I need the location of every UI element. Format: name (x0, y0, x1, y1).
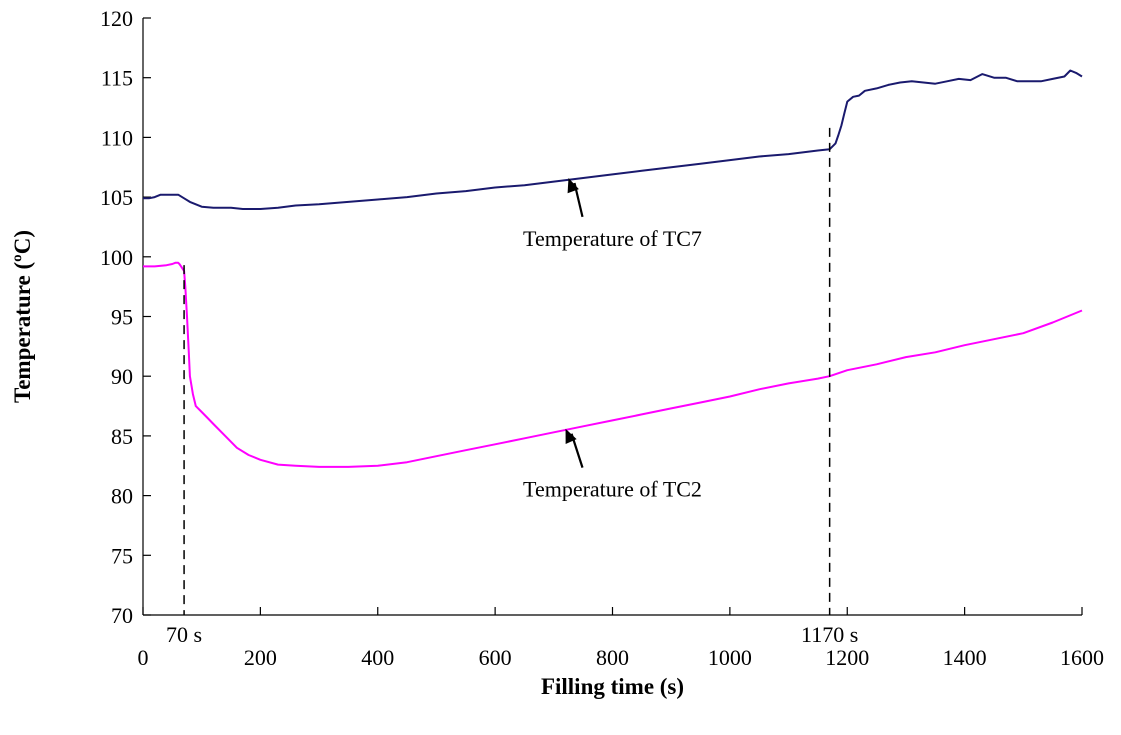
annotation-arrowhead-1 (567, 177, 579, 194)
axes (142, 18, 1082, 616)
y-tick-label: 105 (100, 185, 133, 210)
annotation-label-2: Temperature of TC2 (523, 477, 702, 502)
marker-label-2: 1170 s (801, 622, 858, 647)
x-tick-label: 1600 (1060, 645, 1104, 670)
x-tick-label: 0 (138, 645, 149, 670)
x-tick-label: 200 (244, 645, 277, 670)
series-line-2 (143, 261, 1083, 468)
y-tick-label: 90 (111, 364, 133, 389)
y-tick-label: 85 (111, 424, 133, 449)
y-tick-label: 120 (100, 6, 133, 31)
x-axis-label: Filling time (s) (541, 674, 684, 699)
annotation-label-1: Temperature of TC7 (523, 226, 702, 251)
x-tick-label: 400 (361, 645, 394, 670)
annotation-layer: Temperature of TC7 Temperature of TC2 (523, 177, 702, 502)
y-axis-label: Temperature (ºC) (10, 230, 35, 403)
series-line-1 (143, 69, 1083, 210)
x-tick-label: 600 (479, 645, 512, 670)
annotation-arrowhead-2 (565, 428, 577, 444)
marker-layer: 70 s 1170 s (166, 127, 858, 647)
series-layer (143, 69, 1083, 468)
y-tick-label: 80 (111, 484, 133, 509)
x-tick-label: 1200 (825, 645, 869, 670)
x-tick-label: 1400 (943, 645, 987, 670)
marker-label-1: 70 s (166, 622, 202, 647)
y-tick-label: 95 (111, 305, 133, 330)
y-tick-label: 100 (100, 245, 133, 270)
x-tick-label: 1000 (708, 645, 752, 670)
y-tick-label: 70 (111, 603, 133, 628)
y-tick-label: 110 (101, 125, 133, 150)
y-tick-label: 75 (111, 543, 133, 568)
x-tick-label: 800 (596, 645, 629, 670)
y-tick-label: 115 (101, 66, 133, 91)
